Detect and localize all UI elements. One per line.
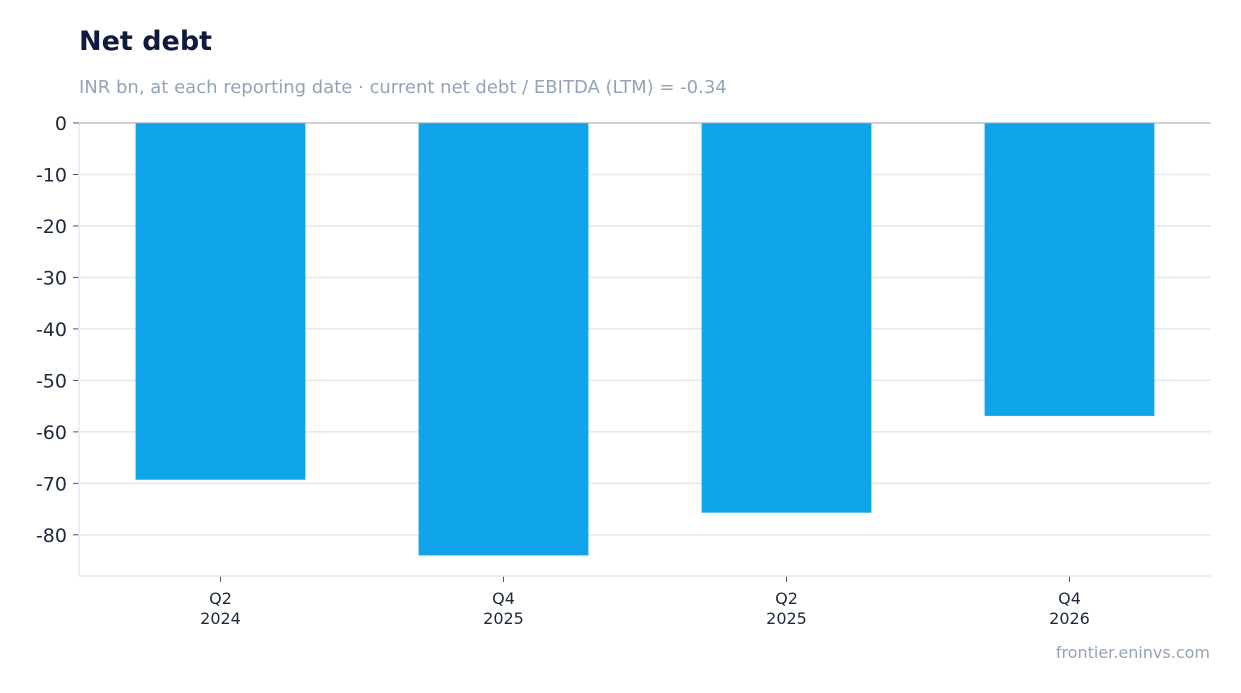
chart-subtitle: INR bn, at each reporting date · current… xyxy=(79,77,727,98)
axes xyxy=(73,122,1211,582)
x-tick-label: Q4 xyxy=(492,589,515,608)
y-tick-label: -10 xyxy=(36,164,67,186)
source-label: frontier.eninvs.com xyxy=(1055,643,1210,662)
y-tick-label: -60 xyxy=(36,422,67,444)
bar xyxy=(418,123,589,556)
x-tick-label: Q2 xyxy=(209,589,232,608)
x-tick-label: Q2 xyxy=(775,589,798,608)
x-tick-label: Q4 xyxy=(1058,589,1081,608)
x-tick-label: 2025 xyxy=(766,609,807,628)
y-tick-label: -40 xyxy=(36,319,67,341)
bars xyxy=(135,123,1155,556)
bar xyxy=(984,123,1155,416)
y-tick-labels: 0 -10 -20 -30 -40 -50 -60 -70 -80 xyxy=(36,113,67,547)
y-tick-label: -30 xyxy=(36,267,67,289)
x-tick-label: 2025 xyxy=(483,609,524,628)
bar xyxy=(701,123,872,513)
y-tick-label: -50 xyxy=(36,370,67,392)
y-tick-label: 0 xyxy=(55,113,67,135)
y-tick-label: -80 xyxy=(36,525,67,547)
x-tick-label: 2024 xyxy=(200,609,241,628)
x-tick-label: 2026 xyxy=(1049,609,1090,628)
chart-title: Net debt xyxy=(79,26,213,57)
y-tick-label: -20 xyxy=(36,216,67,238)
bar xyxy=(135,123,306,480)
y-tick-label: -70 xyxy=(36,473,67,495)
